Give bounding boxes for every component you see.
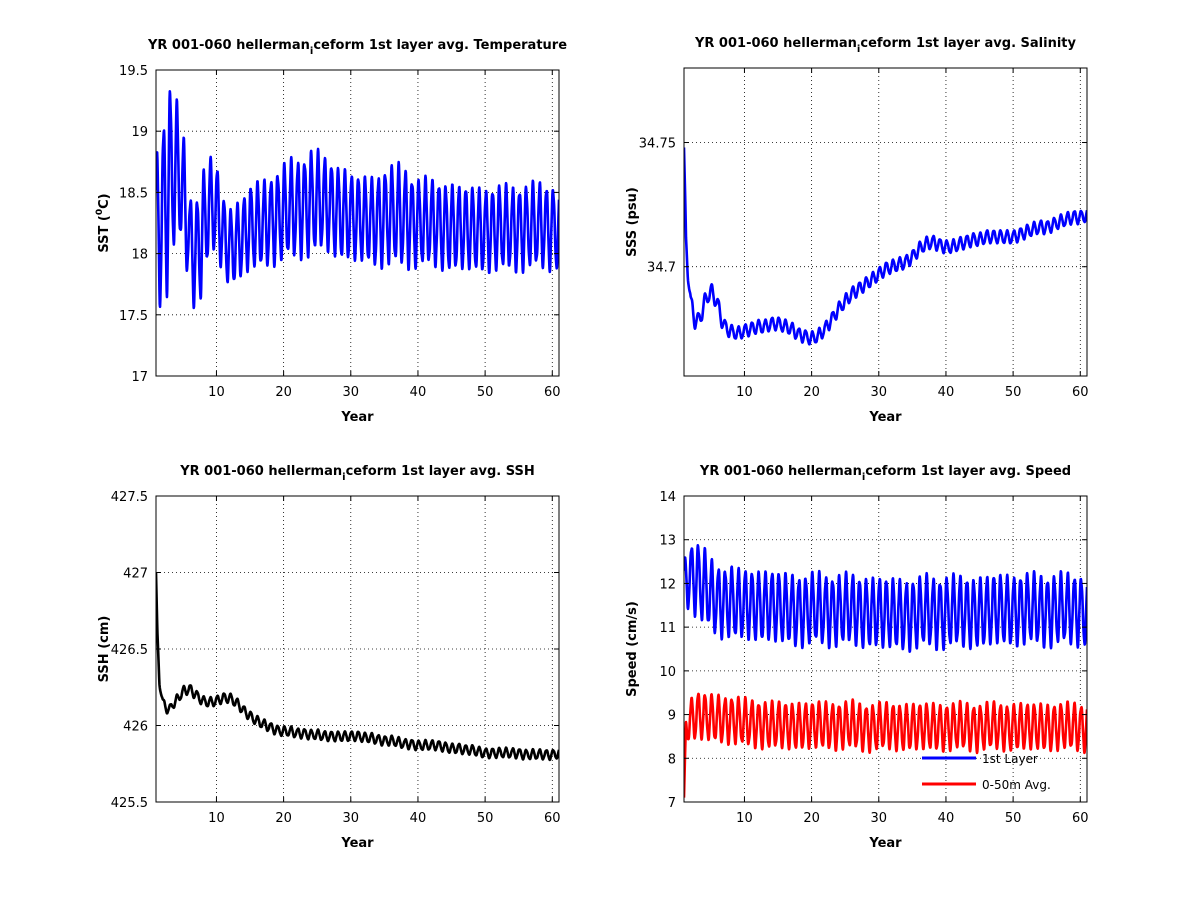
x-tick-label: 50: [1005, 811, 1022, 826]
axes-frame: [683, 67, 1088, 377]
chart-speed: 10 20 30 40 50 60 7 8 9 10 11 12 13 14 YR 001-060 hell…: [625, 464, 1089, 851]
plot-area: [684, 496, 1087, 802]
y-tick-label: 13: [659, 534, 676, 549]
x-tick-label: 30: [343, 811, 360, 826]
x-axis-label: Year: [868, 836, 902, 851]
legend-label: 0-50m Avg.: [982, 778, 1051, 792]
y-tick-label: 18.5: [119, 186, 148, 201]
y-tick-label: 7: [668, 796, 676, 811]
x-tick-label: 50: [477, 811, 494, 826]
y-tick-label: 14: [659, 490, 676, 505]
y-axis-label: SST (0C): [95, 193, 112, 252]
x-tick-label: 40: [938, 385, 955, 400]
y-axis-label: SSS (psu): [625, 187, 640, 257]
chart-temperature: 10 20 30 40 50 60 17 17.5 18 18.5 19 19.5 YR 001-060…: [95, 38, 567, 425]
x-axis-label: Year: [340, 836, 374, 851]
x-tick-label: 20: [803, 385, 820, 400]
chart-title: YR 001-060 hellermaniceform 1st layer av…: [694, 36, 1077, 55]
x-tick-label: 10: [208, 811, 225, 826]
axes-frame: [683, 495, 1088, 803]
x-tick-label: 40: [938, 811, 955, 826]
x-tick-label: 50: [1005, 385, 1022, 400]
chart-salinity: 10 20 30 40 50 60 34.7 34.75 YR 001-060 hellerma…: [625, 36, 1089, 425]
series-line-0-50m-avg-: [684, 692, 1087, 798]
x-tick-label: 60: [1072, 385, 1089, 400]
legend: 1st Layer 0-50m Avg.: [922, 752, 1051, 792]
x-tick-label: 10: [736, 385, 753, 400]
chart-ssh: 10 20 30 40 50 60 425.5 426 426.5 427 427.5 YR 001-…: [97, 464, 561, 851]
y-tick-label: 19.5: [119, 64, 148, 79]
y-tick-label: 12: [659, 577, 676, 592]
x-tick-label: 60: [544, 385, 561, 400]
x-axis-label: Year: [868, 410, 902, 425]
series-line-salinity: [684, 147, 1087, 346]
x-tick-label: 40: [410, 811, 427, 826]
series-line-ssh: [156, 572, 559, 762]
chart-title: YR 001-060 hellermaniceform 1st layer av…: [699, 464, 1071, 483]
y-axis-label: SSH (cm): [97, 616, 112, 683]
x-tick-label: 40: [410, 385, 427, 400]
x-tick-label: 50: [477, 385, 494, 400]
x-tick-label: 20: [275, 385, 292, 400]
y-tick-label: 17: [131, 370, 148, 385]
series-line-1st-layer: [684, 543, 1087, 653]
y-tick-label: 427.5: [111, 490, 148, 505]
x-axis-label: Year: [340, 410, 374, 425]
x-tick-label: 30: [871, 811, 888, 826]
y-tick-label: 34.75: [639, 137, 676, 152]
y-tick-label: 426.5: [111, 643, 148, 658]
y-tick-label: 19: [131, 125, 148, 140]
axes-frame: [155, 69, 560, 377]
y-tick-label: 17.5: [119, 309, 148, 324]
y-tick-label: 11: [659, 621, 676, 636]
y-tick-label: 425.5: [111, 796, 148, 811]
x-tick-label: 20: [803, 811, 820, 826]
x-tick-label: 30: [343, 385, 360, 400]
chart-title: YR 001-060 hellermaniceform 1st layer av…: [179, 464, 535, 483]
chart-title: YR 001-060 hellermaniceform 1st layer av…: [147, 38, 567, 57]
y-axis-label: Speed (cm/s): [625, 601, 640, 697]
x-tick-label: 60: [1072, 811, 1089, 826]
x-tick-label: 30: [871, 385, 888, 400]
y-tick-label: 18: [131, 248, 148, 263]
x-tick-label: 20: [275, 811, 292, 826]
y-tick-label: 9: [668, 709, 676, 724]
y-tick-label: 34.7: [647, 261, 676, 276]
x-tick-label: 10: [208, 385, 225, 400]
x-tick-label: 60: [544, 811, 561, 826]
y-tick-label: 8: [668, 752, 676, 767]
series-line-temperature: [156, 89, 559, 310]
y-tick-label: 427: [123, 567, 148, 582]
x-tick-label: 10: [736, 811, 753, 826]
y-tick-label: 10: [659, 665, 676, 680]
y-tick-label: 426: [123, 720, 148, 735]
legend-label: 1st Layer: [982, 752, 1038, 766]
